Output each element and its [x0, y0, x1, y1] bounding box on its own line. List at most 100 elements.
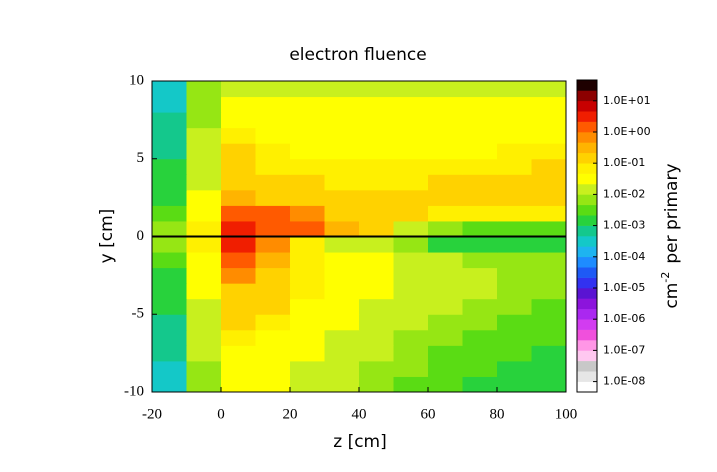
- heatmap-cell: [221, 189, 256, 206]
- heatmap-cell: [462, 81, 498, 98]
- heatmap-cell: [186, 360, 222, 377]
- colorbar-band: [577, 204, 597, 216]
- heatmap-cell: [393, 376, 429, 393]
- heatmap-cell: [186, 127, 222, 144]
- colorbar-band: [577, 121, 597, 133]
- heatmap-cell: [324, 205, 360, 222]
- heatmap-cell: [152, 96, 187, 113]
- heatmap-cell: [359, 96, 394, 113]
- heatmap-cell: [359, 112, 394, 129]
- heatmap-cell: [324, 220, 360, 237]
- heatmap-cell: [221, 96, 256, 113]
- heatmap-cell: [462, 360, 498, 377]
- heatmap-cell: [221, 376, 256, 393]
- heatmap: [152, 81, 567, 393]
- heatmap-cell: [255, 158, 291, 175]
- heatmap-cell: [359, 329, 394, 346]
- heatmap-cell: [221, 127, 256, 144]
- colorbar-band: [577, 350, 597, 362]
- colorbar-tick-label: 1.0E-03: [603, 219, 645, 232]
- heatmap-cell: [152, 112, 187, 129]
- heatmap-cell: [531, 189, 567, 206]
- heatmap-cell: [393, 236, 429, 253]
- heatmap-cell: [428, 345, 463, 362]
- heatmap-cell: [152, 252, 187, 269]
- x-tick-label: 20: [283, 406, 298, 422]
- heatmap-cell: [428, 143, 463, 160]
- heatmap-cell: [428, 127, 463, 144]
- heatmap-cell: [428, 329, 463, 346]
- colorbar-band: [577, 308, 597, 320]
- heatmap-cell: [255, 143, 291, 160]
- heatmap-cell: [255, 189, 291, 206]
- heatmap-cell: [531, 314, 567, 331]
- heatmap-cell: [290, 329, 325, 346]
- heatmap-cell: [531, 174, 567, 191]
- heatmap-cell: [152, 267, 187, 284]
- colorbar-band: [577, 256, 597, 268]
- colorbar-band: [577, 236, 597, 247]
- heatmap-cell: [428, 174, 463, 191]
- heatmap-cell: [359, 205, 394, 222]
- heatmap-cell: [324, 360, 360, 377]
- heatmap-cell: [255, 205, 291, 222]
- heatmap-cell: [186, 96, 222, 113]
- heatmap-cell: [531, 252, 567, 269]
- heatmap-cell: [290, 376, 325, 393]
- heatmap-cell: [221, 236, 256, 253]
- heatmap-cell: [531, 205, 567, 222]
- heatmap-cell: [462, 112, 498, 129]
- heatmap-cell: [221, 267, 256, 284]
- heatmap-cell: [152, 298, 187, 315]
- heatmap-cell: [359, 236, 394, 253]
- heatmap-cell: [497, 345, 532, 362]
- heatmap-cell: [462, 96, 498, 113]
- colorbar-band: [577, 184, 597, 195]
- heatmap-cell: [221, 345, 256, 362]
- heatmap-cell: [152, 329, 187, 346]
- heatmap-cell: [497, 143, 532, 160]
- heatmap-cell: [428, 189, 463, 206]
- heatmap-cell: [531, 143, 567, 160]
- heatmap-cell: [255, 220, 291, 237]
- y-tick-label: 5: [137, 150, 145, 166]
- heatmap-cell: [221, 360, 256, 377]
- heatmap-cell: [255, 360, 291, 377]
- unit-text: per primary: [662, 163, 682, 263]
- heatmap-cell: [255, 283, 291, 300]
- colorbar-tick-label: 1.0E-08: [603, 375, 645, 388]
- heatmap-cell: [462, 376, 498, 393]
- heatmap-cell: [359, 345, 394, 362]
- heatmap-cell: [290, 112, 325, 129]
- colorbar-tick-label: 1.0E-02: [603, 187, 645, 200]
- heatmap-cell: [186, 236, 222, 253]
- heatmap-cell: [428, 376, 463, 393]
- heatmap-cell: [186, 189, 222, 206]
- y-axis-label: y [cm]: [97, 209, 117, 264]
- colorbar-tick-label: 1.0E-05: [603, 281, 645, 294]
- heatmap-cell: [531, 283, 567, 300]
- colorbar-band: [577, 163, 597, 174]
- heatmap-cell: [152, 220, 187, 237]
- colorbar-band: [577, 173, 597, 185]
- heatmap-cell: [359, 143, 394, 160]
- heatmap-cell: [531, 112, 567, 129]
- heatmap-cell: [359, 298, 394, 315]
- heatmap-cell: [324, 236, 360, 253]
- heatmap-cell: [221, 283, 256, 300]
- colorbar-tick-label: 1.0E+01: [603, 94, 651, 107]
- heatmap-cell: [290, 345, 325, 362]
- heatmap-cell: [221, 298, 256, 315]
- heatmap-cell: [462, 283, 498, 300]
- heatmap-cell: [255, 236, 291, 253]
- heatmap-cell: [462, 329, 498, 346]
- colorbar-band: [577, 246, 597, 258]
- heatmap-cell: [531, 127, 567, 144]
- heatmap-cell: [393, 298, 429, 315]
- heatmap-cell: [290, 96, 325, 113]
- heatmap-cell: [290, 267, 325, 284]
- heatmap-cell: [497, 112, 532, 129]
- heatmap-cell: [393, 205, 429, 222]
- colorbar-label: cm-2 per primary: [659, 163, 682, 308]
- heatmap-cell: [255, 345, 291, 362]
